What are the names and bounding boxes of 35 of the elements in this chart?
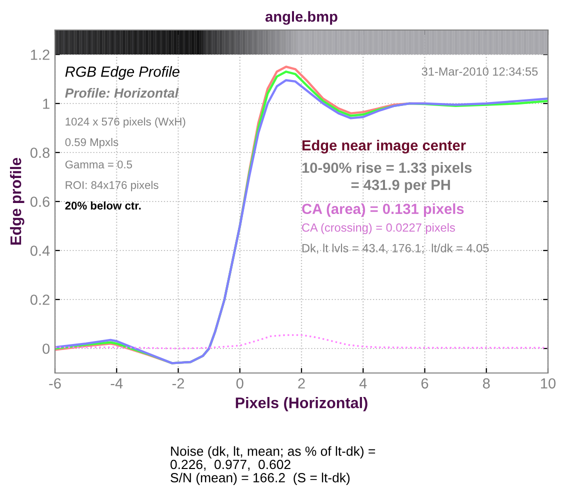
x-tick-label: -2 <box>172 378 184 388</box>
annotation: 1024 x 576 pixels (WxH) <box>66 117 186 128</box>
x-tick-label: 0 <box>236 378 244 389</box>
annotation: RGB Edge Profile <box>65 66 180 80</box>
x-tick-label: 2 <box>298 378 305 388</box>
y-tick-label: 0.8 <box>30 148 50 158</box>
x-axis-title: Pixels (Horizontal) <box>236 397 368 412</box>
annotation: 31-Mar-2010 12:34:55 <box>422 67 538 76</box>
text: Noise (dk, lt, mean; as % of lt-dk) = 0.226, 0.977, 0.602 S/N (mean) = 166.2 (S = lt-dk) <box>170 446 376 485</box>
y-tick-label: 0.2 <box>30 294 50 305</box>
annotation: Gamma = 0.5 <box>65 160 132 168</box>
y-axis-title: Edge profile <box>10 158 24 245</box>
x-tick-label: -6 <box>49 378 61 389</box>
annotation: Edge near image center <box>302 140 466 154</box>
annotation: CA (crossing) = 0.0227 pixels <box>302 223 455 234</box>
y-tick-label: 1 <box>43 98 50 109</box>
y-tick-label: 0 <box>42 344 50 354</box>
annotation: Dk, lt lvls = 43.4, 176.1; lt/dk = 4.05 <box>302 244 489 254</box>
x-tick-label: 4 <box>359 378 367 388</box>
x-tick-label: -4 <box>110 378 123 388</box>
x-tick-label: 8 <box>482 378 490 389</box>
x-tick-label: 10 <box>541 378 556 389</box>
x-tick-label: 6 <box>421 378 428 389</box>
chart-title: angle.bmp <box>265 11 338 25</box>
y-tick-label: 0.4 <box>30 246 50 256</box>
annotation: ROI: 84x176 pixels <box>66 180 158 192</box>
annotation: Profile: Horizontal <box>65 88 179 98</box>
annotation: CA (area) = 0.131 pixels <box>302 203 464 217</box>
annotation: 20% below ctr. <box>65 201 141 210</box>
y-tick-label: 0.6 <box>30 196 50 207</box>
line-series <box>55 334 548 350</box>
annotation: 0.59 Mpxls <box>65 138 118 148</box>
y-tick-label: 1.2 <box>30 50 50 60</box>
annotation: 10-90% rise = 1.33 pixels <box>302 162 472 176</box>
annotation: = 431.9 per PH <box>351 180 450 193</box>
